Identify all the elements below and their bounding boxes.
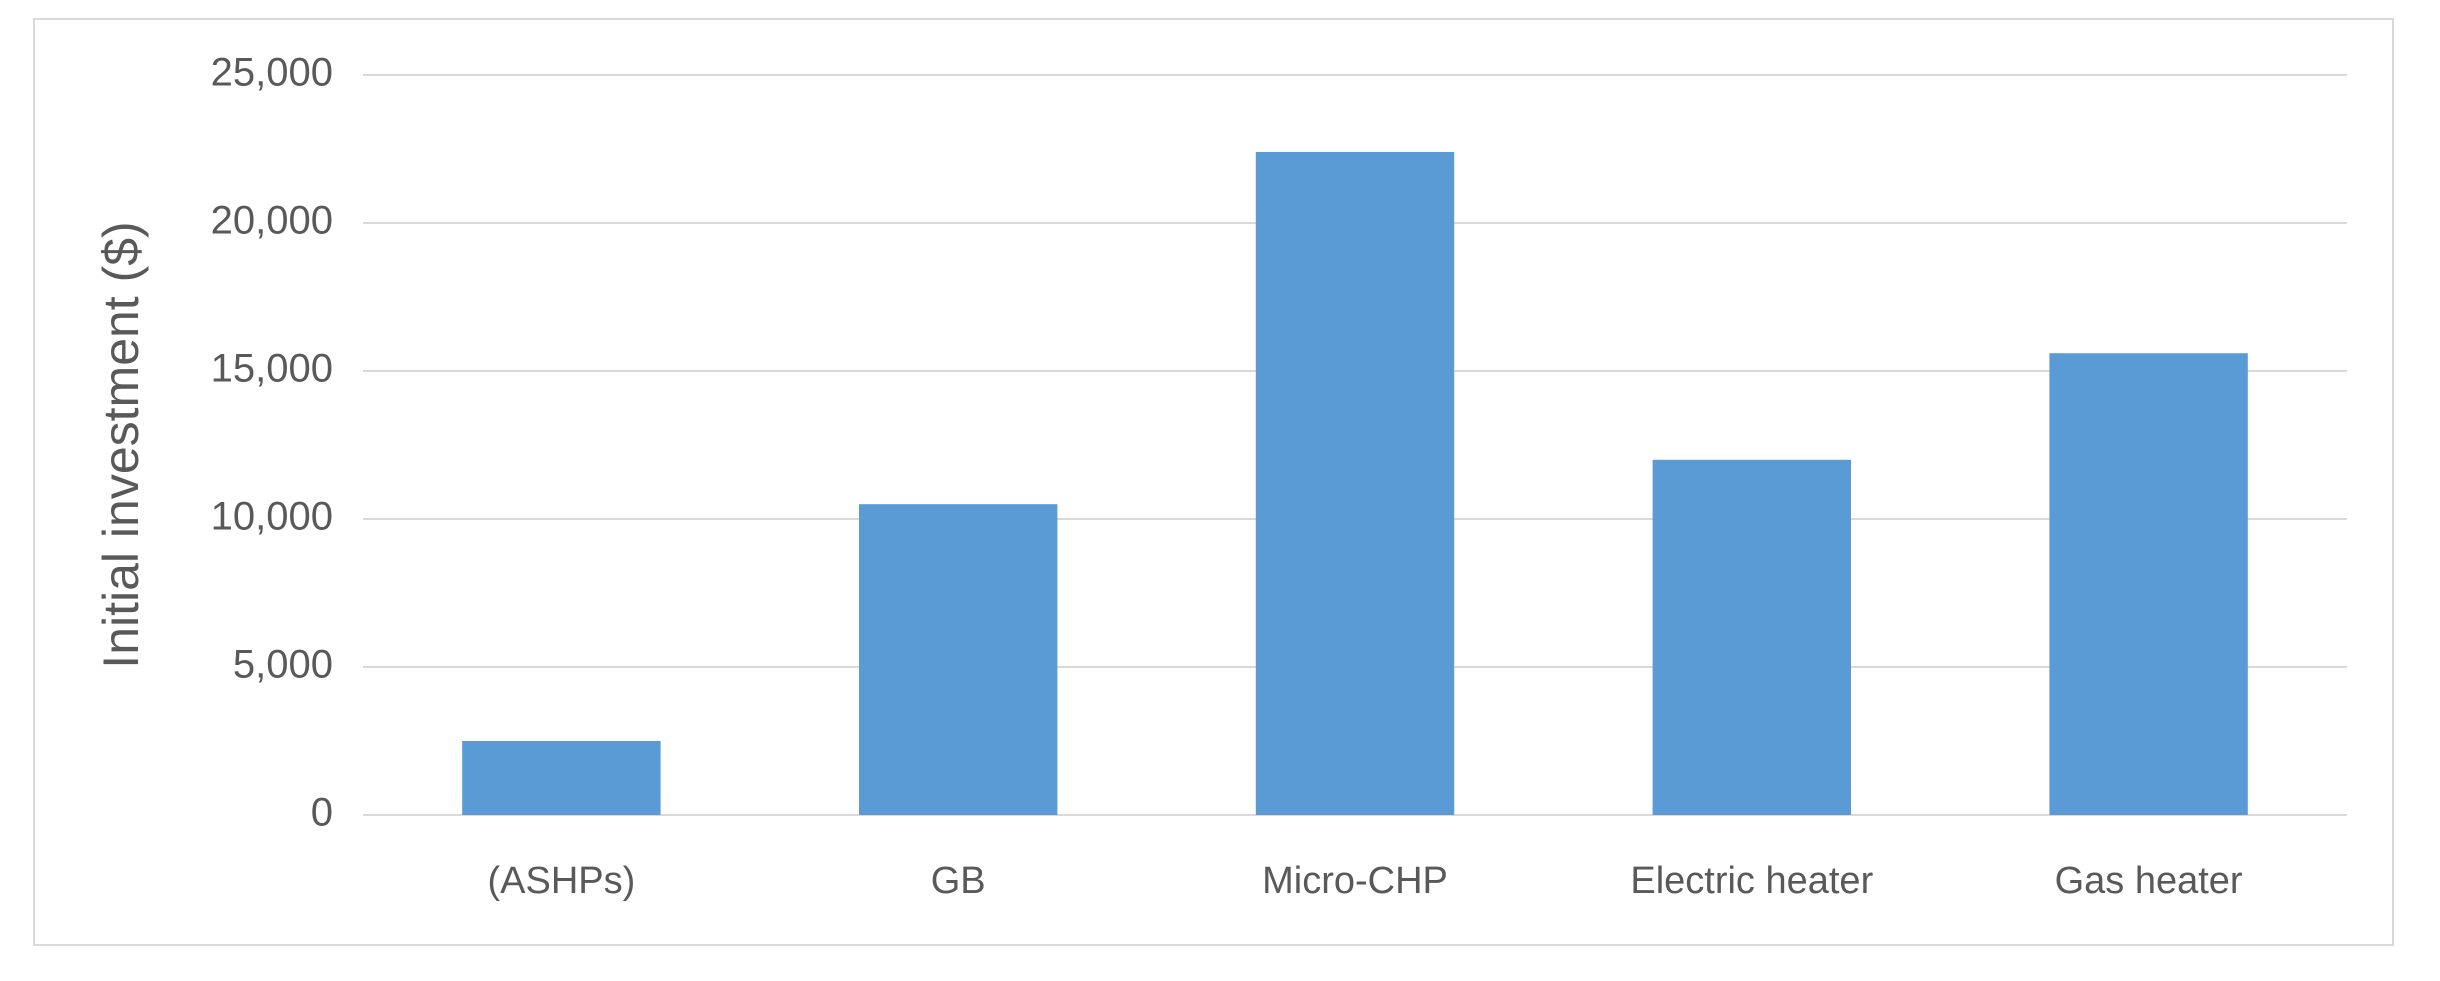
x-tick-label: Electric heater [1630,860,1873,902]
y-axis-label: Initial investment ($) [93,221,149,668]
x-tick-label: Micro-CHP [1262,860,1448,902]
chart-border [33,18,2394,946]
x-tick-label: Gas heater [2055,860,2243,902]
bar [2049,353,2248,815]
x-tick-label: (ASHPs) [488,860,636,902]
y-tick-label: 15,000 [211,347,333,391]
x-tick-label: GB [931,860,986,902]
y-tick-label: 0 [311,791,333,835]
y-tick-label: 25,000 [211,51,333,95]
y-tick-label: 5,000 [233,643,333,687]
bar [1652,459,1851,815]
y-tick-label: 20,000 [211,199,333,243]
bar [462,741,661,815]
bar [1255,151,1455,815]
y-tick-label: 10,000 [211,495,333,539]
bar [859,504,1058,815]
